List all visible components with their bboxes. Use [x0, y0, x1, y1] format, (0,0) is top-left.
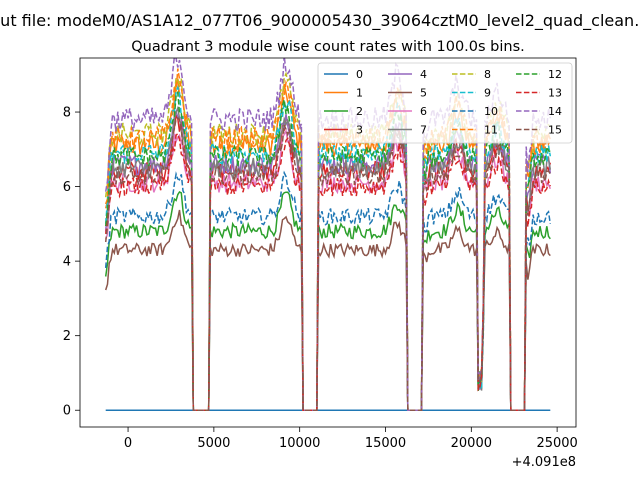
series-line-12: [104, 89, 551, 411]
axes-layer: 0 5000 10000 15000 20000 25000 0 2 4 6 8: [63, 106, 578, 451]
legend-label-9: 9: [484, 87, 491, 100]
chart-suptitle: Input file: modeM0/AS1A12_077T06_9000005…: [0, 11, 640, 31]
y-tick-label: 4: [63, 255, 71, 270]
x-tick-label: 25000: [536, 436, 577, 451]
legend-label-11: 11: [484, 124, 498, 137]
legend-label-7: 7: [420, 124, 427, 137]
x-offset-label: +4.091e8: [512, 455, 576, 470]
legend-label-13: 13: [548, 87, 562, 100]
legend-label-12: 12: [548, 68, 562, 81]
y-tick-label: 0: [63, 404, 71, 419]
legend-label-3: 3: [356, 124, 363, 137]
legend-label-1: 1: [356, 87, 363, 100]
series-line-10: [104, 170, 552, 411]
legend-box: [317, 62, 573, 144]
legend-label-8: 8: [484, 68, 491, 81]
y-tick-label: 6: [63, 180, 71, 195]
series-line-13: [104, 132, 552, 411]
legend-label-15: 15: [548, 124, 562, 137]
y-tick-label: 2: [63, 329, 71, 344]
chart-title: Quadrant 3 module wise count rates with …: [131, 39, 525, 55]
legend-label-14: 14: [548, 105, 562, 118]
y-tick-label: 8: [63, 106, 71, 121]
legend-label-10: 10: [484, 105, 498, 118]
plot-frame: [79, 57, 577, 428]
x-tick-label: 20000: [451, 436, 492, 451]
x-tick-label: 0: [124, 436, 132, 451]
legend-label-4: 4: [420, 68, 427, 81]
series-line-5: [104, 209, 551, 411]
legend-label-5: 5: [420, 87, 427, 100]
x-tick-label: 15000: [365, 436, 406, 451]
legend-label-0: 0: [356, 68, 363, 81]
legend-label-6: 6: [420, 105, 427, 118]
series-line-15: [104, 117, 551, 411]
x-tick-label: 10000: [279, 436, 320, 451]
x-tick-label: 5000: [197, 436, 230, 451]
legend-label-2: 2: [356, 105, 363, 118]
